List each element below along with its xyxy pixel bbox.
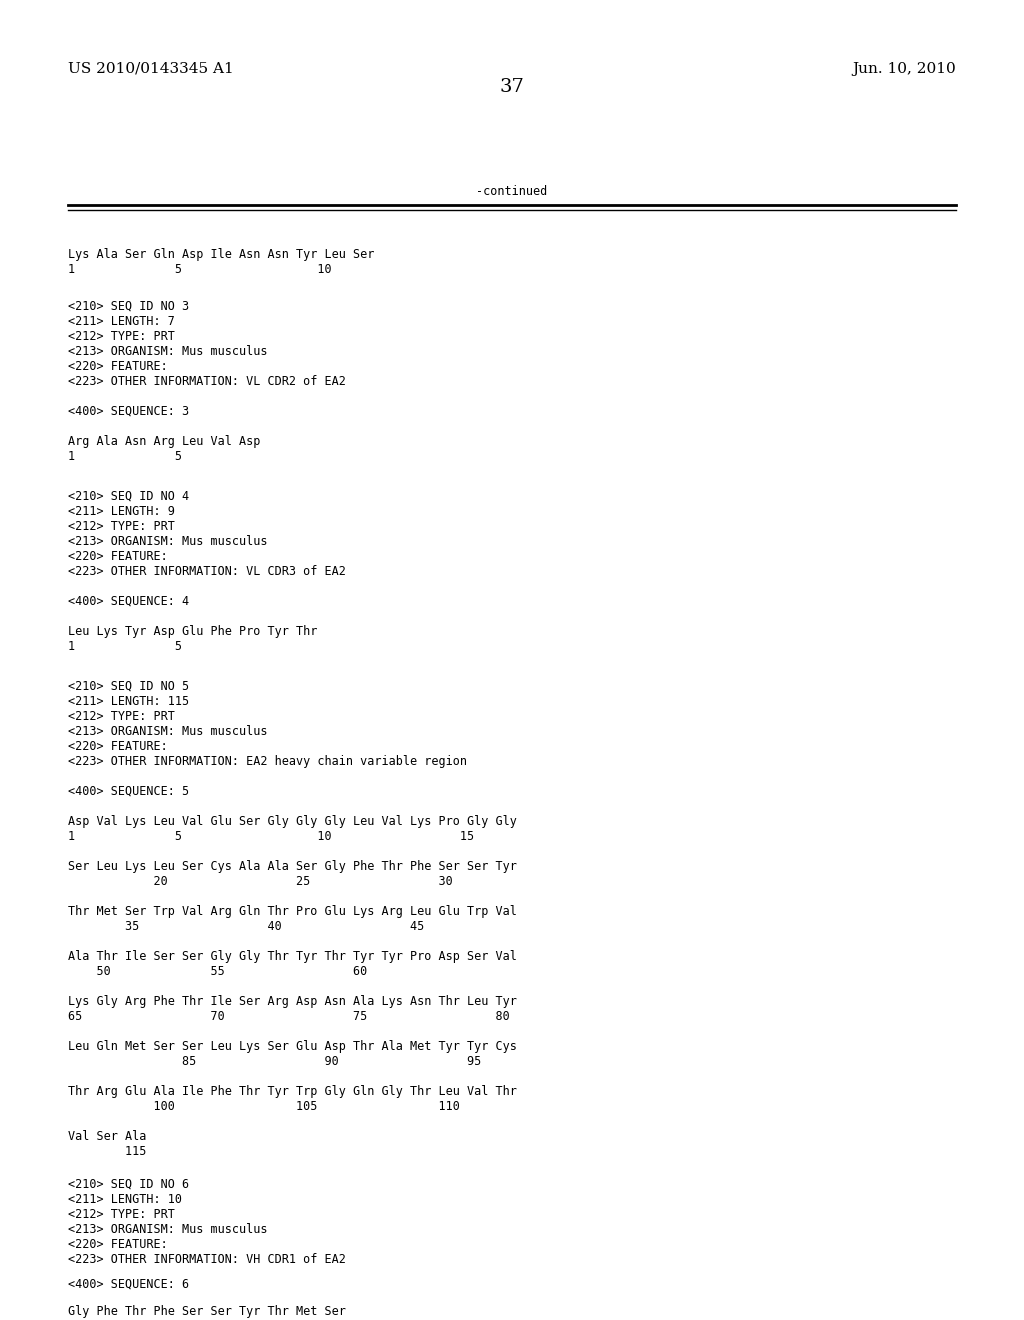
Text: <223> OTHER INFORMATION: VL CDR3 of EA2: <223> OTHER INFORMATION: VL CDR3 of EA2 [68, 565, 346, 578]
Text: 1              5: 1 5 [68, 640, 182, 653]
Text: -continued: -continued [476, 185, 548, 198]
Text: 1              5                   10: 1 5 10 [68, 263, 332, 276]
Text: <212> TYPE: PRT: <212> TYPE: PRT [68, 710, 175, 723]
Text: Arg Ala Asn Arg Leu Val Asp: Arg Ala Asn Arg Leu Val Asp [68, 436, 260, 447]
Text: <223> OTHER INFORMATION: VL CDR2 of EA2: <223> OTHER INFORMATION: VL CDR2 of EA2 [68, 375, 346, 388]
Text: <400> SEQUENCE: 5: <400> SEQUENCE: 5 [68, 785, 189, 799]
Text: Lys Gly Arg Phe Thr Ile Ser Arg Asp Asn Ala Lys Asn Thr Leu Tyr: Lys Gly Arg Phe Thr Ile Ser Arg Asp Asn … [68, 995, 517, 1008]
Text: 1              5: 1 5 [68, 450, 182, 463]
Text: <213> ORGANISM: Mus musculus: <213> ORGANISM: Mus musculus [68, 535, 267, 548]
Text: <212> TYPE: PRT: <212> TYPE: PRT [68, 1208, 175, 1221]
Text: 100                 105                 110: 100 105 110 [68, 1100, 460, 1113]
Text: <211> LENGTH: 9: <211> LENGTH: 9 [68, 506, 175, 517]
Text: <211> LENGTH: 10: <211> LENGTH: 10 [68, 1193, 182, 1206]
Text: <400> SEQUENCE: 4: <400> SEQUENCE: 4 [68, 595, 189, 609]
Text: US 2010/0143345 A1: US 2010/0143345 A1 [68, 62, 233, 77]
Text: Val Ser Ala: Val Ser Ala [68, 1130, 146, 1143]
Text: <400> SEQUENCE: 6: <400> SEQUENCE: 6 [68, 1278, 189, 1291]
Text: <211> LENGTH: 115: <211> LENGTH: 115 [68, 696, 189, 708]
Text: Thr Arg Glu Ala Ile Phe Thr Tyr Trp Gly Gln Gly Thr Leu Val Thr: Thr Arg Glu Ala Ile Phe Thr Tyr Trp Gly … [68, 1085, 517, 1098]
Text: Gly Phe Thr Phe Ser Ser Tyr Thr Met Ser: Gly Phe Thr Phe Ser Ser Tyr Thr Met Ser [68, 1305, 346, 1317]
Text: 35                  40                  45: 35 40 45 [68, 920, 424, 933]
Text: <210> SEQ ID NO 5: <210> SEQ ID NO 5 [68, 680, 189, 693]
Text: Asp Val Lys Leu Val Glu Ser Gly Gly Gly Leu Val Lys Pro Gly Gly: Asp Val Lys Leu Val Glu Ser Gly Gly Gly … [68, 814, 517, 828]
Text: 37: 37 [500, 78, 524, 96]
Text: <213> ORGANISM: Mus musculus: <213> ORGANISM: Mus musculus [68, 345, 267, 358]
Text: <223> OTHER INFORMATION: VH CDR1 of EA2: <223> OTHER INFORMATION: VH CDR1 of EA2 [68, 1253, 346, 1266]
Text: <210> SEQ ID NO 3: <210> SEQ ID NO 3 [68, 300, 189, 313]
Text: <223> OTHER INFORMATION: EA2 heavy chain variable region: <223> OTHER INFORMATION: EA2 heavy chain… [68, 755, 467, 768]
Text: Ser Leu Lys Leu Ser Cys Ala Ala Ser Gly Phe Thr Phe Ser Ser Tyr: Ser Leu Lys Leu Ser Cys Ala Ala Ser Gly … [68, 861, 517, 873]
Text: <212> TYPE: PRT: <212> TYPE: PRT [68, 520, 175, 533]
Text: <210> SEQ ID NO 6: <210> SEQ ID NO 6 [68, 1177, 189, 1191]
Text: <220> FEATURE:: <220> FEATURE: [68, 1238, 168, 1251]
Text: <220> FEATURE:: <220> FEATURE: [68, 360, 168, 374]
Text: Leu Lys Tyr Asp Glu Phe Pro Tyr Thr: Leu Lys Tyr Asp Glu Phe Pro Tyr Thr [68, 624, 317, 638]
Text: <220> FEATURE:: <220> FEATURE: [68, 550, 168, 564]
Text: <210> SEQ ID NO 4: <210> SEQ ID NO 4 [68, 490, 189, 503]
Text: Ala Thr Ile Ser Ser Gly Gly Thr Tyr Thr Tyr Tyr Pro Asp Ser Val: Ala Thr Ile Ser Ser Gly Gly Thr Tyr Thr … [68, 950, 517, 964]
Text: 85                  90                  95: 85 90 95 [68, 1055, 481, 1068]
Text: Lys Ala Ser Gln Asp Ile Asn Asn Tyr Leu Ser: Lys Ala Ser Gln Asp Ile Asn Asn Tyr Leu … [68, 248, 375, 261]
Text: <213> ORGANISM: Mus musculus: <213> ORGANISM: Mus musculus [68, 1224, 267, 1236]
Text: 50              55                  60: 50 55 60 [68, 965, 368, 978]
Text: <211> LENGTH: 7: <211> LENGTH: 7 [68, 315, 175, 327]
Text: <400> SEQUENCE: 3: <400> SEQUENCE: 3 [68, 405, 189, 418]
Text: Thr Met Ser Trp Val Arg Gln Thr Pro Glu Lys Arg Leu Glu Trp Val: Thr Met Ser Trp Val Arg Gln Thr Pro Glu … [68, 906, 517, 917]
Text: 1              5                   10                  15: 1 5 10 15 [68, 830, 474, 843]
Text: <213> ORGANISM: Mus musculus: <213> ORGANISM: Mus musculus [68, 725, 267, 738]
Text: <212> TYPE: PRT: <212> TYPE: PRT [68, 330, 175, 343]
Text: <220> FEATURE:: <220> FEATURE: [68, 741, 168, 752]
Text: 65                  70                  75                  80: 65 70 75 80 [68, 1010, 510, 1023]
Text: Leu Gln Met Ser Ser Leu Lys Ser Glu Asp Thr Ala Met Tyr Tyr Cys: Leu Gln Met Ser Ser Leu Lys Ser Glu Asp … [68, 1040, 517, 1053]
Text: 115: 115 [68, 1144, 146, 1158]
Text: Jun. 10, 2010: Jun. 10, 2010 [852, 62, 956, 77]
Text: 20                  25                  30: 20 25 30 [68, 875, 453, 888]
